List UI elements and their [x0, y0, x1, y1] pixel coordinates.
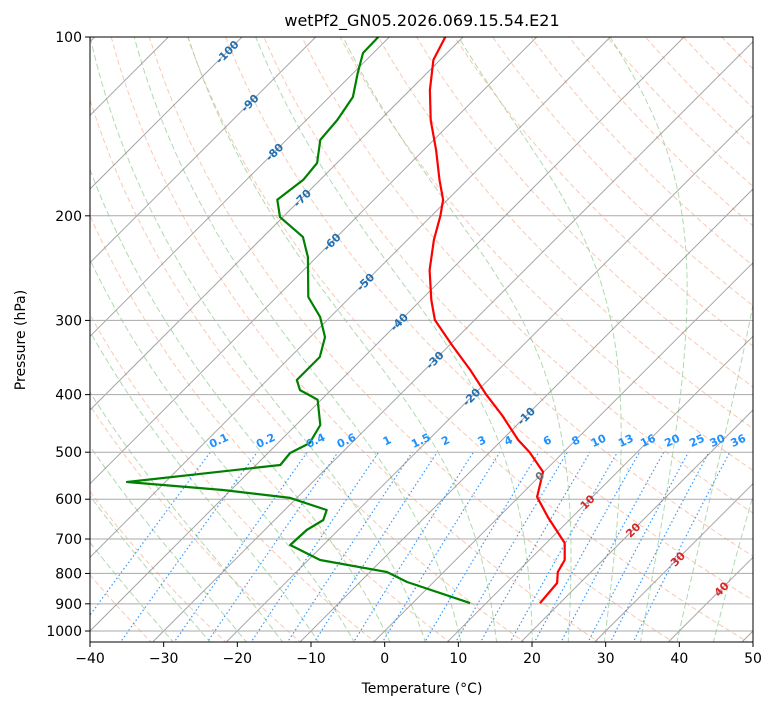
- y-tick-label: 600: [55, 492, 82, 508]
- dry-adiabat-line: [492, 37, 753, 307]
- isotherm-line: [593, 482, 753, 642]
- moist-adiabat-line: [255, 37, 533, 642]
- moist-adiabat-line: [90, 541, 174, 642]
- dry-adiabat-line: [415, 37, 753, 388]
- mixing-ratio-line: [533, 451, 641, 642]
- isotherm-line: [446, 335, 753, 642]
- y-tick-label: 100: [55, 30, 82, 46]
- mixing-ratio-label: 36: [729, 432, 749, 450]
- plot-frame: [89, 36, 754, 643]
- dry-adiabat-line: [90, 98, 525, 642]
- mixing-ratio-line: [90, 451, 211, 617]
- isotherm-line: [225, 114, 753, 642]
- x-tick-label: −30: [149, 651, 179, 667]
- x-tick-label: −20: [223, 651, 253, 667]
- axes: −40 −30 −20 −10 0 10 20 30 40 50 100 200 300 400 500 60…: [46, 30, 762, 667]
- dry-adiabat-line: [263, 37, 753, 557]
- y-tick-label: 500: [55, 445, 82, 461]
- isotherm-line: [90, 37, 538, 485]
- mixing-ratio-label: 20: [663, 432, 683, 450]
- dry-adiabat-line: [339, 37, 753, 472]
- dry-adiabat-line: [90, 574, 152, 642]
- y-tick-label: 200: [55, 209, 82, 225]
- mixing-ratio-label: 16: [638, 432, 658, 450]
- isotherm-line: [90, 37, 611, 559]
- moist-adiabat-line: [90, 37, 426, 642]
- isotherm-line: [90, 37, 243, 190]
- pressure-grid: [90, 37, 753, 632]
- mixing-ratio-line: [424, 451, 540, 642]
- plot-background: [90, 37, 753, 642]
- isotherm-line: [90, 37, 685, 632]
- dry-adiabat-line: [0, 37, 78, 644]
- y-axis-label: Pressure (hPa): [13, 290, 29, 390]
- mixing-ratio-label: 25: [687, 432, 706, 450]
- mixing-ratio-line: [587, 451, 690, 642]
- mixing-ratio-line: [286, 451, 413, 642]
- chart-title: wetPf2_GN05.2026.069.15.54.E21: [284, 11, 559, 31]
- x-tick-label: 40: [670, 651, 688, 667]
- mixing-ratio-line: [352, 451, 474, 642]
- dry-adiabat-line: [225, 37, 753, 601]
- temperature-profile-line: [428, 37, 566, 604]
- dry-adiabat-line: [90, 490, 227, 642]
- isotherm-line: [299, 188, 753, 642]
- moist-adiabat-line: [90, 391, 284, 642]
- dewpoint-profile-line: [125, 37, 471, 605]
- moist-adiabat-line: [90, 258, 355, 642]
- moist-adiabat-line: [133, 37, 462, 642]
- x-tick-label: −40: [75, 651, 105, 667]
- x-tick-label: −10: [296, 651, 326, 667]
- isotherm-line: [90, 37, 390, 338]
- mixing-ratio-line: [313, 451, 438, 642]
- mixing-ratio-line: [206, 451, 339, 642]
- x-axis-label: Temperature (°C): [361, 681, 483, 697]
- dry-adiabat-line: [90, 214, 451, 642]
- mixing-ratio-line: [250, 451, 380, 642]
- moist-adiabat-line: [458, 37, 622, 642]
- moist-adiabat-line: [90, 168, 391, 642]
- mixing-ratio-label: 10: [589, 432, 609, 450]
- dry-adiabat-line: [760, 37, 775, 644]
- mixing-ratio-line: [560, 451, 665, 642]
- dry-adiabat-line: [0, 37, 3, 644]
- mixing-ratio-line: [119, 451, 258, 642]
- isotherm-line: [90, 37, 317, 264]
- x-tick-label: 0: [380, 651, 389, 667]
- profiles: [125, 37, 566, 605]
- isotherm-line: [151, 40, 753, 642]
- dry-adiabat-line: [187, 37, 749, 642]
- isotherm-line: [520, 409, 753, 642]
- mixing-ratio-label: 13: [616, 432, 635, 450]
- moist-adiabat-line: [90, 495, 211, 642]
- y-tick-label: 300: [55, 313, 82, 329]
- y-tick-label: 900: [55, 597, 82, 613]
- x-tick-label: 30: [597, 651, 615, 667]
- isotherm-line: [372, 261, 753, 642]
- y-tick-label: 1000: [46, 624, 82, 640]
- y-tick-label: 800: [55, 566, 82, 582]
- isotherm-line: [90, 37, 464, 411]
- moist-adiabat-line: [90, 445, 247, 642]
- dry-adiabat-line: [90, 404, 302, 642]
- moist-adiabat-line: [342, 37, 572, 642]
- y-tick-label: 700: [55, 532, 82, 548]
- dry-adiabat-line: [148, 37, 675, 642]
- background-lines: [0, 37, 775, 644]
- x-tick-label: 20: [523, 651, 541, 667]
- x-tick-label: 50: [744, 651, 762, 667]
- x-tick-label: 10: [449, 651, 467, 667]
- mixing-ratio-label: 30: [708, 432, 728, 450]
- y-tick-label: 400: [55, 388, 82, 404]
- moist-adiabat-line: [609, 37, 688, 642]
- moist-adiabat-line: [187, 37, 498, 642]
